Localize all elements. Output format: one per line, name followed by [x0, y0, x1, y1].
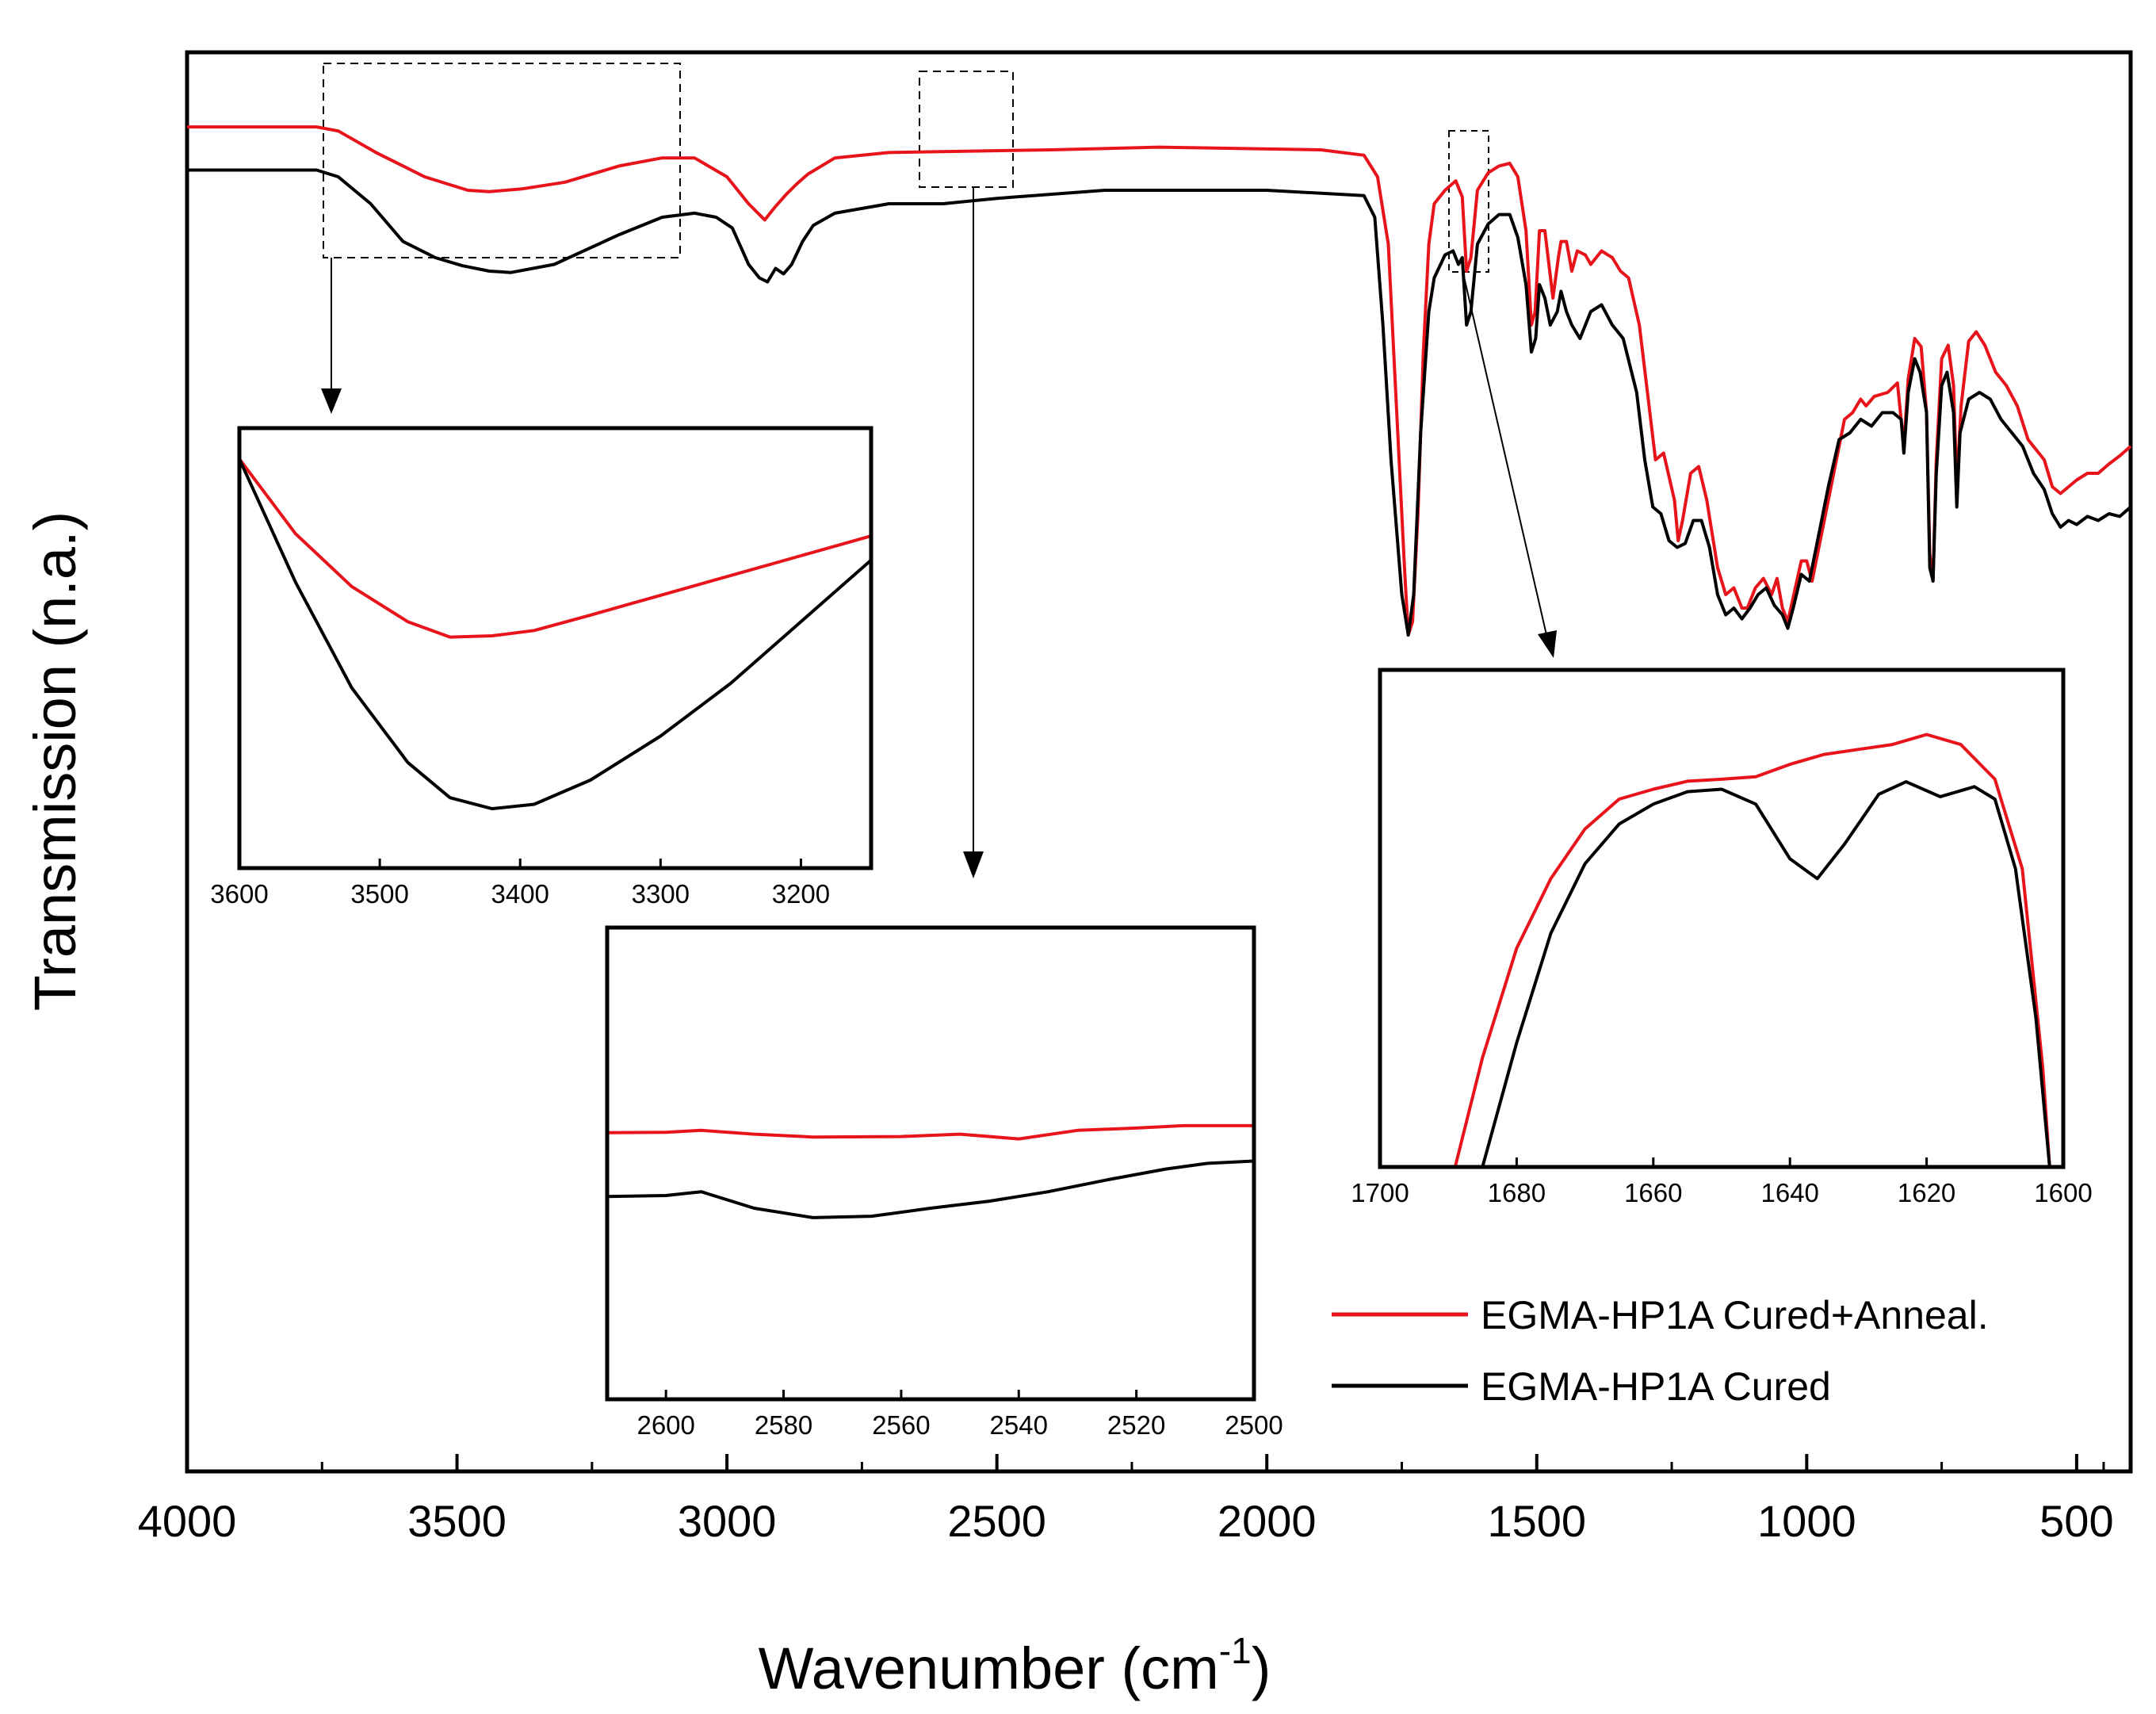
inset-sh-region-frame [605, 925, 1256, 1402]
inset-oh-region-tick-label-3300: 3300 [632, 879, 690, 909]
inset-sh-region-tick-label-2500: 2500 [1225, 1410, 1283, 1440]
inset-cc-region-tick-label-1640: 1640 [1760, 1178, 1818, 1207]
inset-cc-region-frame [1378, 668, 2066, 1169]
inset-oh-region-series-egma-hp1a-cured-anneal [239, 457, 871, 639]
inset-sh-region-tick-label-2600: 2600 [636, 1410, 694, 1440]
inset-oh-region-series-egma-hp1a-cured [239, 458, 871, 811]
inset-oh-region-frame [237, 426, 873, 870]
inset-oh-region-background [239, 428, 871, 868]
x-axis-title-superscript: -1 [1219, 1630, 1252, 1671]
legend-label-cured: EGMA-HP1A Cured [1481, 1364, 1831, 1409]
zoom-box-cc-region [1448, 130, 1489, 273]
inset-oh-region-tick-label-3500: 3500 [350, 879, 408, 909]
inset-oh-region-tick-label-3600: 3600 [210, 879, 268, 909]
inset-sh-region: 2600 2580 2560 2540 2520 2500 [605, 925, 1283, 1440]
x-tick-label-500: 500 [2039, 1496, 2113, 1546]
x-tick-label-3500: 3500 [407, 1496, 507, 1546]
inset-sh-region-tick-label-2520: 2520 [1107, 1410, 1165, 1440]
x-tick-label-1000: 1000 [1757, 1496, 1856, 1546]
inset-panels: 3600 3500 3400 3300 3200 2600 2580 2560 2540 2520… [210, 426, 2093, 1440]
inset-cc-region-tick-label-1680: 1680 [1488, 1178, 1546, 1207]
zoom-arrows [321, 187, 1557, 878]
inset-oh-region-tick-label-3200: 3200 [772, 879, 830, 909]
inset-sh-region-series-egma-hp1a-cured-anneal [607, 1123, 1254, 1141]
inset-cc-region-background [1380, 670, 2063, 1167]
zoom-box-oh-region [323, 63, 681, 258]
inset-cc-region-lines [1453, 733, 2051, 1167]
series-line-egma-hp1a-cured [187, 168, 2132, 637]
inset-oh-region-tick-label-3400: 3400 [491, 879, 549, 909]
main-x-axis: 4000 3500 3000 2500 2000 1500 1000 500 [138, 1454, 2114, 1546]
inset-cc-region-series-egma-hp1a-cured-anneal [1453, 733, 2051, 1167]
x-axis-title-main: Wavenumber (cm [759, 1636, 1219, 1701]
arrowhead-inset-oh [321, 388, 342, 414]
x-tick-label-2000: 2000 [1218, 1496, 1317, 1546]
x-tick-label-4000: 4000 [138, 1496, 237, 1546]
legend: EGMA-HP1A Cured+Anneal. EGMA-HP1A Cured [1332, 1293, 1989, 1409]
inset-sh-region-series-egma-hp1a-cured [607, 1159, 1254, 1219]
inset-sh-region-lines [607, 1123, 1254, 1219]
inset-cc-region: 1700 1680 1660 1640 1620 1600 [1351, 668, 2093, 1207]
series-line-egma-hp1a-cured-anneal [187, 125, 2132, 637]
inset-cc-region-tick-label-1600: 1600 [2034, 1178, 2092, 1207]
x-tick-label-2500: 2500 [947, 1496, 1046, 1546]
inset-sh-region-tick-label-2560: 2560 [872, 1410, 930, 1440]
x-axis-title-close: ) [1252, 1636, 1271, 1701]
inset-oh-region: 3600 3500 3400 3300 3200 [210, 426, 873, 909]
legend-label-annealed: EGMA-HP1A Cured+Anneal. [1481, 1293, 1989, 1337]
main-series-group [187, 125, 2132, 637]
y-axis-title: Transmission (n.a.) [22, 511, 88, 1012]
arrowhead-inset-cc [1538, 630, 1557, 658]
zoom-box-sh-region [919, 71, 1014, 188]
x-tick-label-1500: 1500 [1487, 1496, 1586, 1546]
x-axis-title: Wavenumber (cm-1) [759, 1630, 1271, 1701]
inset-cc-region-tick-label-1700: 1700 [1351, 1178, 1409, 1207]
inset-sh-region-tick-label-2540: 2540 [990, 1410, 1048, 1440]
inset-cc-region-series-egma-hp1a-cured [1481, 780, 2051, 1167]
inset-sh-region-tick-label-2580: 2580 [755, 1410, 812, 1440]
inset-oh-region-lines [239, 457, 871, 811]
arrowhead-inset-sh [963, 851, 984, 878]
main-plot-frame [185, 50, 2133, 1474]
arrow-to-inset-cc [1462, 273, 1548, 639]
x-tick-label-3000: 3000 [678, 1496, 777, 1546]
inset-cc-region-tick-label-1620: 1620 [1898, 1178, 1955, 1207]
inset-sh-region-background [607, 928, 1254, 1399]
inset-cc-region-tick-label-1660: 1660 [1624, 1178, 1682, 1207]
